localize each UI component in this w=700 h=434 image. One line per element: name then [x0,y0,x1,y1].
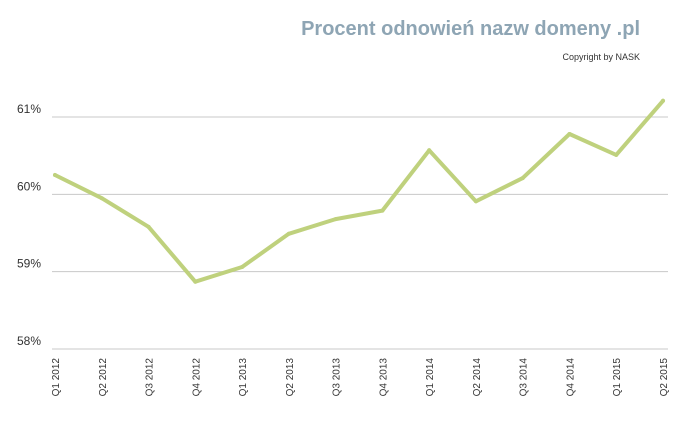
data-point [661,98,665,103]
series-layer [53,98,665,284]
data-point [99,196,104,201]
x-tick-label: Q2 2012 [98,358,109,397]
data-point [53,173,57,177]
data-point [333,217,338,222]
data-point [286,231,291,236]
series-line [53,98,665,284]
y-tick-label: 61% [17,102,41,116]
x-tick-label: Q3 2014 [519,358,530,397]
data-point [380,208,385,213]
x-tick-label: Q4 2013 [378,358,389,397]
x-tick-label: Q1 2014 [425,358,436,397]
x-tick-label: Q2 2014 [472,358,483,397]
chart-title: Procent odnowień nazw domeny .pl [301,18,640,40]
x-axis-ticks: Q1 2012 Q2 2012 Q3 2012 Q4 2012 Q1 2013 Q2 20… [51,358,670,397]
y-tick-label: 58% [17,334,41,348]
x-tick-label: Q2 2015 [659,358,670,397]
data-point [614,152,619,157]
x-tick-label: Q1 2015 [612,358,623,397]
data-point [240,265,245,270]
data-point [567,132,572,137]
y-axis-ticks: 58% 59% 60% 61% [17,102,41,348]
x-tick-label: Q3 2013 [332,358,343,397]
data-point [473,199,478,204]
y-tick-label: 59% [17,257,41,271]
data-point [146,224,151,229]
x-tick-label: Q1 2012 [51,358,62,397]
data-point [193,279,198,284]
y-tick-label: 60% [17,179,41,193]
copyright-note: Copyright by NASK [562,52,640,62]
x-tick-label: Q4 2012 [191,358,202,397]
data-point [427,148,432,153]
x-tick-label: Q1 2013 [238,358,249,397]
x-tick-label: Q4 2014 [565,358,576,397]
x-tick-label: Q3 2012 [145,358,156,397]
x-tick-label: Q2 2013 [285,358,296,397]
grid-lines [52,116,668,350]
data-point [520,176,525,181]
